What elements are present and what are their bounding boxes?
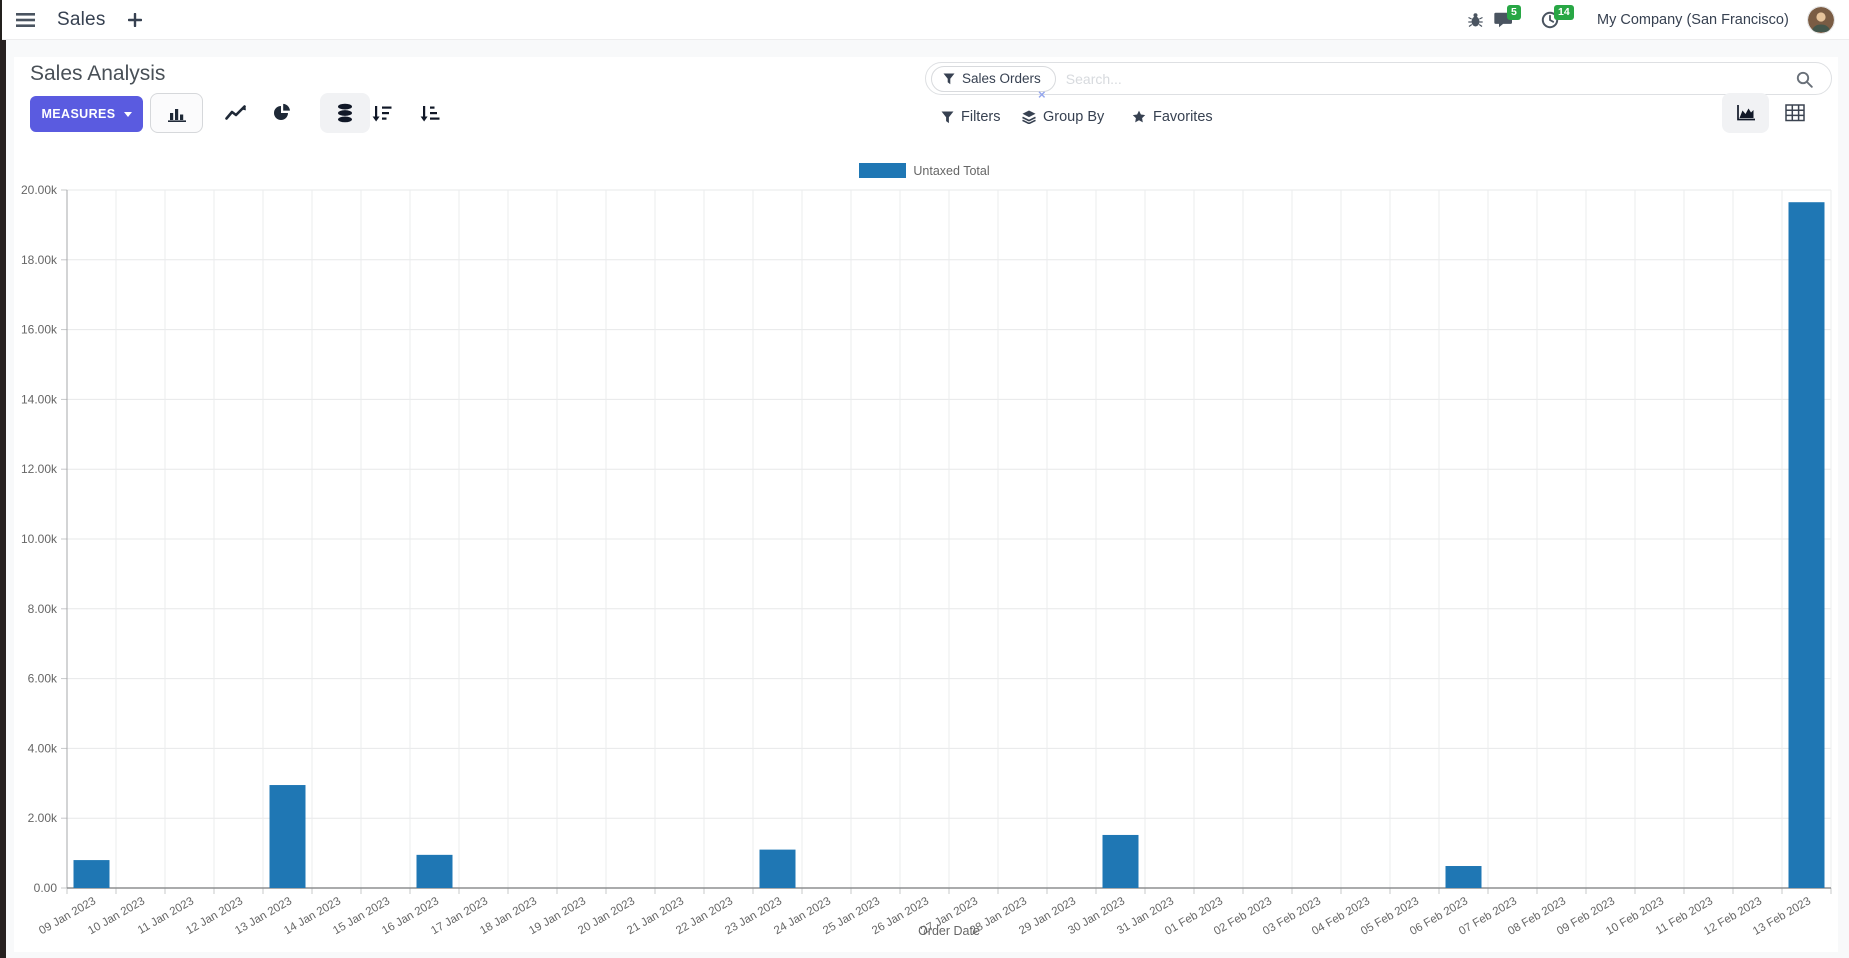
bar[interactable] [759, 849, 796, 888]
app-name[interactable]: Sales [57, 9, 106, 30]
menu-toggle-icon[interactable] [16, 13, 35, 27]
activities-clock-icon[interactable]: 14 [1541, 0, 1574, 40]
messages-badge: 5 [1507, 5, 1521, 20]
content-area [14, 57, 1838, 952]
line-chart-icon [225, 105, 246, 120]
sort-descending-button[interactable] [360, 93, 404, 133]
bar-chart-view-button[interactable] [150, 93, 203, 133]
area-chart-icon [1736, 105, 1755, 121]
debug-bug-icon[interactable] [1468, 0, 1483, 40]
y-tick-label: 6.00k [28, 672, 58, 686]
bar[interactable] [1788, 202, 1825, 889]
company-switcher[interactable]: My Company (San Francisco) [1597, 12, 1789, 28]
facet-remove-icon[interactable]: × [1038, 87, 1046, 102]
star-icon [1132, 110, 1146, 123]
page-title: Sales Analysis [30, 62, 166, 85]
filter-funnel-icon [941, 111, 954, 123]
y-tick-label: 14.00k [21, 392, 58, 406]
y-tick-label: 18.00k [21, 253, 58, 267]
stacked-toggle-button[interactable] [320, 93, 370, 133]
avatar[interactable] [1807, 0, 1835, 40]
bar[interactable] [1102, 834, 1139, 888]
y-tick-label: 8.00k [28, 602, 58, 616]
group-by-button-label: Group By [1043, 109, 1105, 125]
filters-button-label: Filters [961, 109, 1001, 125]
measures-button[interactable]: MEASURES [30, 96, 143, 132]
pivot-table-icon [1785, 104, 1805, 122]
messages-icon[interactable]: 5 [1494, 0, 1521, 40]
y-tick-label: 0.00 [34, 881, 58, 895]
search-facet[interactable]: Sales Orders [931, 65, 1056, 92]
bar[interactable] [73, 860, 110, 888]
window-edge [0, 40, 6, 958]
search-facet-label: Sales Orders [962, 71, 1041, 86]
favorites-button-label: Favorites [1153, 109, 1213, 125]
window-edge [0, 0, 2, 40]
bar[interactable] [1445, 866, 1482, 888]
bar-chart: 0.00 2.00k 4.00k 6.00k 8.00k 10.00k 12.00k 14.0… [21, 183, 1832, 938]
x-axis-title: Order Date [918, 924, 980, 938]
search-input[interactable] [1065, 70, 1831, 87]
measures-button-label: MEASURES [41, 107, 116, 121]
layers-icon [1022, 110, 1036, 124]
pie-chart-view-button[interactable] [260, 93, 304, 133]
caret-down-icon [123, 111, 132, 117]
filter-funnel-icon [943, 73, 955, 84]
top-navbar: Sales 5 14 My Company (San Francisco) [0, 0, 1849, 40]
legend-swatch [859, 163, 907, 178]
pivot-view-button[interactable] [1774, 93, 1816, 133]
favorites-button[interactable]: Favorites [1132, 104, 1213, 130]
search-bar[interactable]: Sales Orders [925, 62, 1832, 95]
sort-ascending-button[interactable] [408, 93, 452, 133]
plus-icon[interactable] [127, 13, 142, 27]
y-tick-label: 20.00k [21, 183, 58, 197]
sort-descending-icon [372, 105, 392, 121]
y-tick-label: 16.00k [21, 323, 58, 337]
y-tick-label: 10.00k [21, 532, 58, 546]
graph-view-button[interactable] [1722, 93, 1769, 133]
bar[interactable] [269, 785, 306, 888]
search-icon[interactable] [1796, 71, 1813, 93]
bar-chart-icon [167, 109, 186, 122]
filters-button[interactable]: Filters [941, 104, 1000, 130]
group-by-button[interactable]: Group By [1022, 104, 1104, 130]
pie-chart-icon [274, 103, 290, 120]
bar[interactable] [416, 854, 453, 888]
sort-ascending-icon [420, 105, 440, 121]
activities-badge: 14 [1554, 5, 1574, 20]
y-tick-label: 12.00k [21, 462, 58, 476]
line-chart-view-button[interactable] [214, 93, 258, 133]
y-tick-label: 4.00k [28, 741, 58, 755]
legend-label: Untaxed Total [913, 163, 990, 178]
chart-legend[interactable]: Untaxed Total [0, 163, 1849, 178]
y-tick-label: 2.00k [28, 811, 58, 825]
stacked-database-icon [338, 103, 352, 123]
